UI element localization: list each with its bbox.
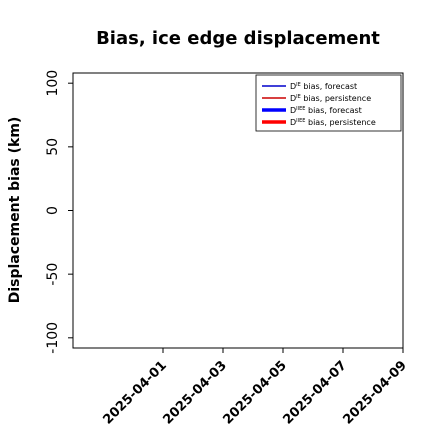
x-axis: 2025-04-012025-04-032025-04-052025-04-07… [100,348,410,428]
y-tick-label: 0 [45,206,61,215]
y-axis-label: Displacement bias (km) [7,117,23,304]
legend-entry: DIIEE bias, persistence [290,118,376,127]
y-axis: -100 -50 0 50 100 [45,70,73,354]
y-tick-label: 100 [45,70,61,97]
y-tick-label: -50 [45,263,61,286]
legend: DIE bias, forecast DIE bias, persistence D… [255,74,402,132]
y-tick-label: 50 [45,138,61,156]
legend-entry: DIE bias, forecast [290,82,357,91]
x-tick-label: 2025-04-09 [340,358,409,427]
y-tick-label: -100 [45,322,61,354]
chart-title: Bias, ice edge displacement [96,28,380,49]
legend-entry: DIE bias, persistence [290,94,371,103]
legend-entry: DIIEE bias, forecast [290,106,362,115]
